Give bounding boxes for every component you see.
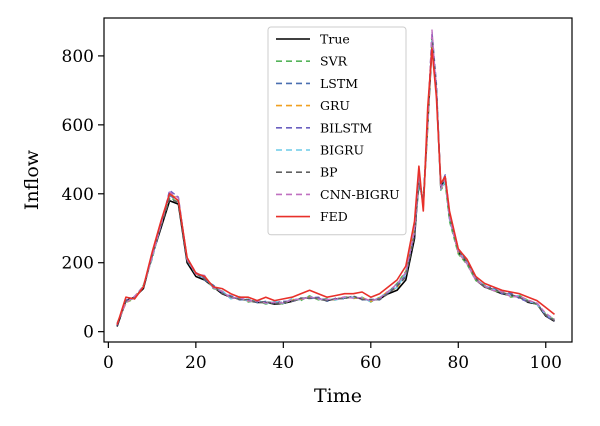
x-tick-label: 40	[273, 353, 295, 373]
legend-label-svr: SVR	[320, 54, 348, 69]
plot-frame	[103, 17, 573, 343]
legend-label-lstm: LSTM	[320, 76, 358, 91]
legend-label-fed: FED	[320, 209, 348, 224]
legend-box	[267, 26, 407, 236]
series-layer	[116, 29, 555, 327]
x-tick-label: 0	[103, 353, 114, 373]
y-tick-label: 800	[62, 47, 94, 67]
series-line-bigru	[116, 39, 555, 324]
y-tick-label: 600	[62, 116, 94, 136]
legend-label-bp: BP	[320, 165, 338, 180]
legend: True SVR LSTM GRU BILSTM BIGRU BP CNN-BIGRU FED	[267, 26, 407, 236]
legend-label-gru: GRU	[320, 98, 350, 113]
y-tick-label: 400	[62, 185, 94, 205]
y-tick-label: 200	[62, 254, 94, 274]
x-tick-label: 80	[447, 353, 469, 373]
legend-label-true: True	[320, 32, 350, 47]
x-tick-label: 60	[360, 353, 382, 373]
y-axis-label: Inflow	[21, 149, 43, 210]
legend-label-bigru: BIGRU	[320, 143, 364, 158]
series-line-fed	[116, 48, 555, 326]
x-tick-label: 20	[185, 353, 207, 373]
y-tick-label: 0	[83, 323, 94, 343]
legend-label-bilstm: BILSTM	[320, 120, 372, 135]
x-axis-label: Time	[314, 385, 362, 407]
series-line-cnn-bigru	[116, 29, 555, 324]
y-axis: 0 200 400 600 800	[62, 47, 104, 343]
legend-label-cnn-bigru: CNN-BIGRU	[320, 187, 400, 202]
x-tick-label: 100	[530, 353, 562, 373]
x-axis: 0 20 40 60 80 100	[103, 342, 562, 373]
